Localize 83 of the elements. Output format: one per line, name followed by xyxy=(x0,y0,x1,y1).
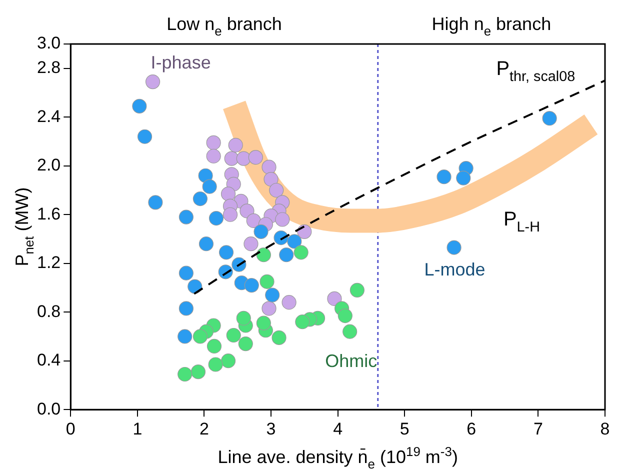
x-tick-label: 5 xyxy=(400,419,410,438)
point xyxy=(188,279,202,294)
point xyxy=(446,240,462,255)
point xyxy=(279,248,294,262)
x-tick-label: 0 xyxy=(66,419,76,438)
point xyxy=(132,98,147,114)
x-tick-label: 1 xyxy=(132,419,142,438)
point xyxy=(224,151,239,166)
point xyxy=(262,160,276,174)
y-tick-label: 2.4 xyxy=(36,106,61,126)
point xyxy=(148,195,163,210)
point xyxy=(272,330,286,345)
point xyxy=(137,129,152,144)
point xyxy=(338,308,352,324)
point xyxy=(260,274,274,289)
point xyxy=(294,245,308,260)
point xyxy=(436,170,452,184)
point xyxy=(246,213,261,228)
point xyxy=(295,314,310,330)
point xyxy=(350,282,364,298)
y-tick-label: 1.2 xyxy=(36,253,61,272)
point xyxy=(236,310,251,326)
point xyxy=(228,138,243,152)
y-tick-label: 0.8 xyxy=(36,302,61,321)
point xyxy=(178,301,194,316)
point xyxy=(206,338,222,354)
point xyxy=(220,186,236,202)
y-tick-label: 2.0 xyxy=(36,156,61,175)
point xyxy=(178,329,192,344)
point xyxy=(178,266,194,280)
x-tick-label: 8 xyxy=(600,419,610,438)
y-tick-label: 0.0 xyxy=(36,399,61,418)
x-tick-label: 7 xyxy=(533,419,543,438)
point xyxy=(206,148,221,164)
point xyxy=(178,210,194,224)
y-axis-title: Pnet (MW) xyxy=(12,187,36,266)
point xyxy=(218,245,234,260)
point xyxy=(206,135,221,150)
point xyxy=(238,336,253,352)
point xyxy=(236,151,251,166)
series-label: L-mode xyxy=(424,260,486,280)
y-tick-label: 2.8 xyxy=(36,58,61,78)
point xyxy=(192,329,208,344)
x-tick-label: 4 xyxy=(333,419,343,438)
point xyxy=(244,278,259,293)
point xyxy=(254,224,268,239)
point xyxy=(192,191,208,206)
series-label: I-phase xyxy=(150,52,211,72)
point xyxy=(178,366,192,382)
point xyxy=(264,172,278,187)
point xyxy=(240,204,254,218)
point xyxy=(248,150,263,165)
point xyxy=(220,354,236,368)
point xyxy=(208,210,224,226)
x-tick-label: 3 xyxy=(266,419,276,438)
point xyxy=(256,316,271,330)
point xyxy=(222,207,238,222)
point xyxy=(269,182,284,198)
point xyxy=(190,364,206,380)
x-tick-label: 6 xyxy=(466,419,476,438)
series-label: Ohmic xyxy=(325,350,378,371)
point xyxy=(265,288,280,302)
y-tick-label: 1.6 xyxy=(36,204,61,224)
point xyxy=(145,74,160,90)
point xyxy=(256,248,271,262)
point xyxy=(198,236,214,252)
point xyxy=(262,301,276,316)
point xyxy=(297,224,312,239)
point xyxy=(342,324,358,339)
point xyxy=(456,170,471,186)
x-tick-label: 2 xyxy=(199,419,209,438)
y-tick-label: 3.0 xyxy=(36,34,61,53)
y-tick-label: 0.4 xyxy=(36,350,61,370)
point xyxy=(198,168,213,183)
point xyxy=(202,179,217,194)
point xyxy=(282,295,296,310)
point xyxy=(208,357,223,372)
point xyxy=(226,328,241,343)
point xyxy=(542,111,557,126)
point xyxy=(244,236,258,252)
point xyxy=(327,291,342,306)
point xyxy=(287,234,302,249)
point xyxy=(275,212,290,227)
